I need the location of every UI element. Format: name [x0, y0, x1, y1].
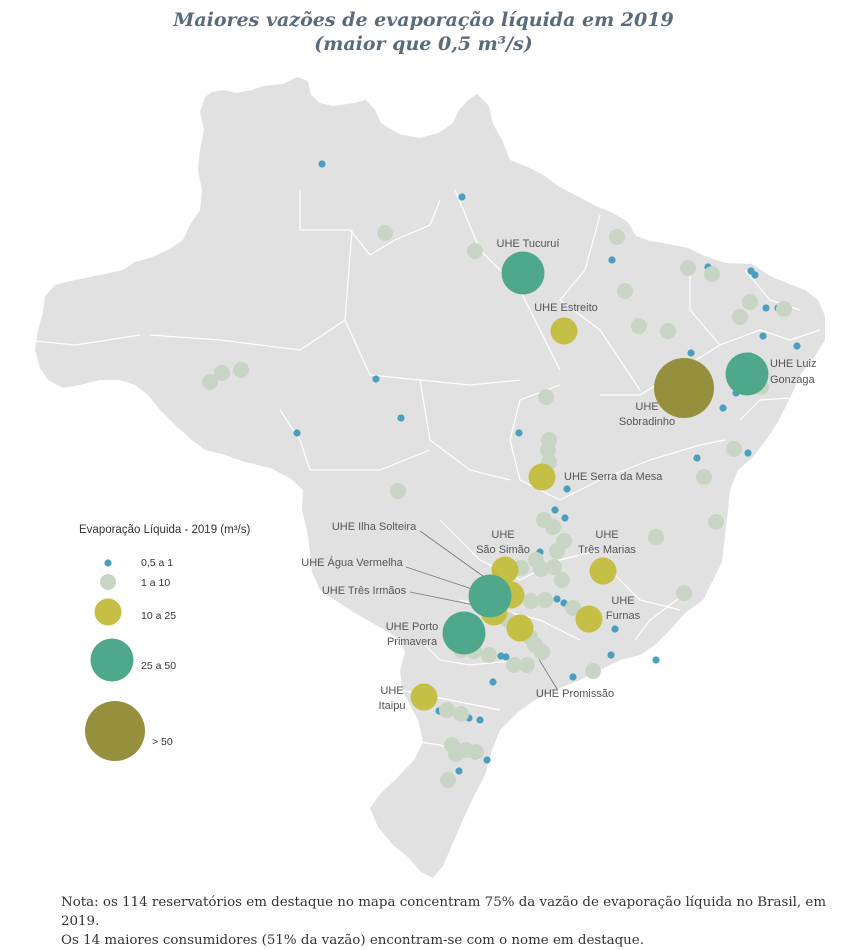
label-luiz-gonzaga-2: Gonzaga: [770, 374, 816, 386]
markers-25-50: [442, 251, 769, 655]
map-title-line2: (maior que 0,5 m³/s): [314, 33, 533, 55]
label-porto-primavera-1: UHE Porto: [386, 621, 439, 633]
footnote-line1: Nota: os 114 reservatórios em destaque n…: [61, 895, 827, 929]
label-tres-marias-1: UHE: [595, 529, 618, 541]
state-borders: [24, 189, 821, 761]
label-sao-simao-2: São Simão: [476, 544, 530, 556]
marker-tucurui: [501, 251, 545, 295]
label-estreito: UHE Estreito: [534, 302, 598, 314]
legend-symbol-gt-50: [85, 701, 145, 761]
label-luiz-gonzaga-1: UHE Luiz: [770, 358, 816, 370]
label-itaipu-2: Itaipu: [379, 700, 406, 712]
marker-ilha-solteira: [468, 574, 512, 618]
label-tres-irmaos: UHE Três Irmãos: [322, 585, 407, 597]
marker-itaipu: [410, 683, 438, 711]
label-sobradinho-2: Sobradinho: [619, 416, 675, 428]
footnote-line2: Os 14 maiores consumidores (51% da vazão…: [61, 933, 644, 948]
label-tucurui: UHE Tucuruí: [497, 238, 560, 250]
legend-symbols: [85, 559, 145, 761]
marker-tres-marias: [589, 557, 617, 585]
label-furnas-2: Furnas: [606, 610, 641, 622]
label-itaipu-1: UHE: [380, 685, 403, 697]
legend-symbol-10-25: [94, 598, 122, 626]
legend-label-25-50: 25 a 50: [141, 660, 177, 672]
marker-furnas: [575, 605, 603, 633]
label-tres-marias-2: Três Marias: [578, 544, 636, 556]
label-agua-vermelha: UHE Água Vermelha: [301, 556, 403, 569]
legend-label-0-5-1: 0,5 a 1: [141, 557, 174, 569]
legend-title: Evaporação Líquida - 2019 (m³/s): [79, 524, 251, 536]
label-promissao: UHE Promissão: [536, 688, 614, 700]
marker-sobradinho: [654, 358, 714, 418]
label-furnas-1: UHE: [611, 595, 634, 607]
marker-porto-primavera: [442, 611, 486, 655]
brazil-land: [35, 77, 825, 878]
marker-serra-da-mesa: [528, 463, 556, 491]
marker-luiz-gonzaga: [725, 352, 769, 396]
legend-symbol-1-10: [100, 574, 116, 590]
label-ilha-solteira: UHE Ilha Solteira: [332, 521, 417, 533]
marker-promissao: [506, 614, 534, 642]
marker-estreito: [550, 317, 578, 345]
label-serra-da-mesa: UHE Serra da Mesa: [564, 471, 663, 483]
label-sao-simao-1: UHE: [491, 529, 514, 541]
legend-symbol-25-50: [90, 638, 134, 682]
footnote: Nota: os 114 reservatórios em destaque n…: [61, 893, 841, 950]
legend-label-gt-50: > 50: [152, 736, 173, 748]
label-sobradinho-1: UHE: [635, 401, 658, 413]
legend-label-10-25: 10 a 25: [141, 610, 177, 622]
label-porto-primavera-2: Primavera: [387, 636, 438, 648]
legend-symbol-0-5-1: [104, 559, 112, 567]
map-title-line1: Maiores vazões de evaporação líquida em …: [173, 9, 674, 31]
legend-label-1-10: 1 a 10: [141, 577, 171, 589]
